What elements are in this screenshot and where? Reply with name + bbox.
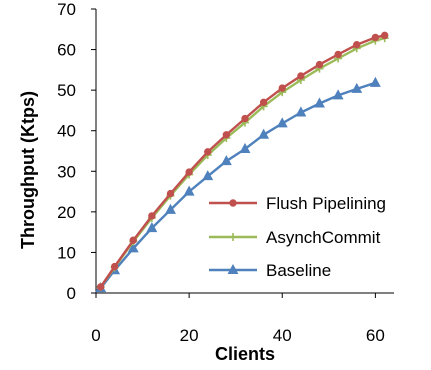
data-point-baseline [295, 106, 307, 117]
data-point-baseline [276, 117, 288, 128]
data-point-flush-pipelining [148, 212, 156, 220]
data-point-baseline [165, 203, 176, 214]
data-point-baseline [369, 76, 381, 87]
legend-marker [229, 233, 237, 241]
data-point-baseline [146, 222, 158, 233]
data-point-flush-pipelining [129, 236, 137, 244]
data-point-flush-pipelining [222, 131, 231, 139]
legend-marker [227, 263, 239, 274]
data-point-flush-pipelining [353, 41, 361, 49]
data-point-baseline [220, 155, 232, 166]
legend-item-flush-pipelining: Flush Pipelining [209, 194, 386, 213]
y-axis-title: Throughput (Ktps) [18, 91, 38, 249]
data-point-flush-pipelining [166, 189, 175, 198]
data-point-baseline [314, 97, 325, 108]
x-tick-label: 60 [366, 326, 385, 345]
data-point-flush-pipelining [334, 50, 342, 59]
y-tick-label: 70 [57, 0, 76, 19]
x-axis-title: Clients [215, 344, 275, 364]
series-line-baseline [99, 81, 376, 289]
series-asynchcommit [96, 34, 389, 291]
y-tick-label: 40 [57, 122, 76, 141]
data-point-flush-pipelining [259, 98, 268, 107]
data-point-baseline [127, 242, 139, 253]
data-point-flush-pipelining [297, 72, 305, 80]
data-point-baseline [183, 185, 195, 196]
legend-label: Baseline [266, 261, 331, 280]
y-tick-label: 30 [57, 162, 76, 181]
x-tick-label: 20 [180, 326, 199, 345]
data-point-flush-pipelining [110, 262, 119, 271]
data-point-flush-pipelining [371, 33, 380, 42]
data-point-baseline [332, 89, 344, 100]
data-point-flush-pipelining [241, 114, 249, 123]
data-point-baseline [351, 82, 363, 93]
y-tick-label: 60 [57, 41, 76, 60]
data-point-flush-pipelining [380, 31, 389, 40]
legend-item-baseline: Baseline [209, 261, 331, 280]
y-tick-label: 10 [57, 243, 76, 262]
legend-item-asynchcommit: AsynchCommit [209, 228, 381, 247]
axes [95, 9, 394, 294]
data-point-flush-pipelining [315, 60, 324, 69]
y-tick-label: 20 [57, 203, 76, 222]
series-line-asynchcommit [99, 37, 385, 288]
series-flush-pipelining [96, 31, 389, 291]
series-baseline [95, 76, 381, 293]
data-point-baseline [202, 170, 214, 181]
x-tick-label: 40 [273, 326, 292, 345]
data-point-flush-pipelining [204, 148, 212, 156]
series-line-flush-pipelining [99, 34, 385, 288]
data-point-baseline [258, 128, 270, 139]
data-point-flush-pipelining [278, 84, 286, 92]
legend-marker [229, 199, 237, 207]
legend-label: AsynchCommit [266, 228, 381, 247]
y-tick-label: 50 [57, 81, 76, 100]
y-tick-label: 0 [67, 284, 76, 303]
legend-label: Flush Pipelining [266, 194, 386, 213]
y-tick-labels: 0 10 20 30 40 50 60 70 [57, 0, 96, 303]
data-point-flush-pipelining [185, 168, 193, 176]
x-tick-labels: 0 20 40 60 [91, 293, 385, 345]
series-layer [95, 31, 389, 293]
data-point-flush-pipelining [96, 283, 105, 291]
data-point-baseline [239, 142, 251, 153]
x-tick-label: 0 [91, 326, 100, 345]
legend: Flush Pipelining AsynchCommit Baseline [209, 194, 386, 280]
